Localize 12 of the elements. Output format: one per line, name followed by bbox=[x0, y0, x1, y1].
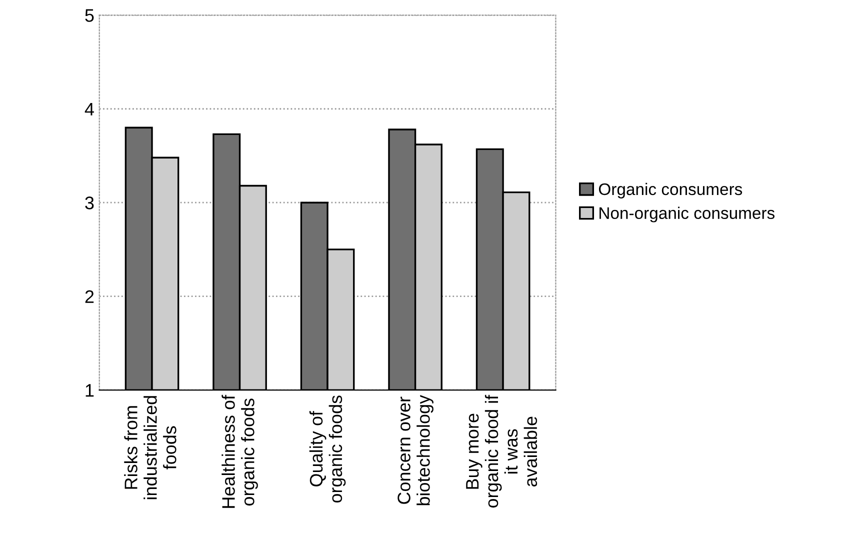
x-tick-label: Concern over biotechnology bbox=[398, 394, 434, 506]
x-tick-label: Buy more organic food if it was available bbox=[466, 394, 538, 508]
y-tick-label: 2 bbox=[85, 290, 94, 303]
x-tick-label: Risks from industrialized foods bbox=[124, 396, 176, 500]
legend-label: Non-organic consumers bbox=[600, 206, 775, 222]
x-tick-label: Quality of organic foods bbox=[309, 396, 346, 503]
x-tick-label: Healthiness of organic foods bbox=[222, 394, 258, 508]
y-tick-label: 3 bbox=[85, 196, 94, 210]
y-tick-label: 5 bbox=[85, 9, 94, 22]
y-tick-label: 1 bbox=[86, 384, 94, 397]
legend-label: Organic consumers bbox=[598, 182, 742, 198]
y-tick-label: 4 bbox=[84, 102, 94, 116]
